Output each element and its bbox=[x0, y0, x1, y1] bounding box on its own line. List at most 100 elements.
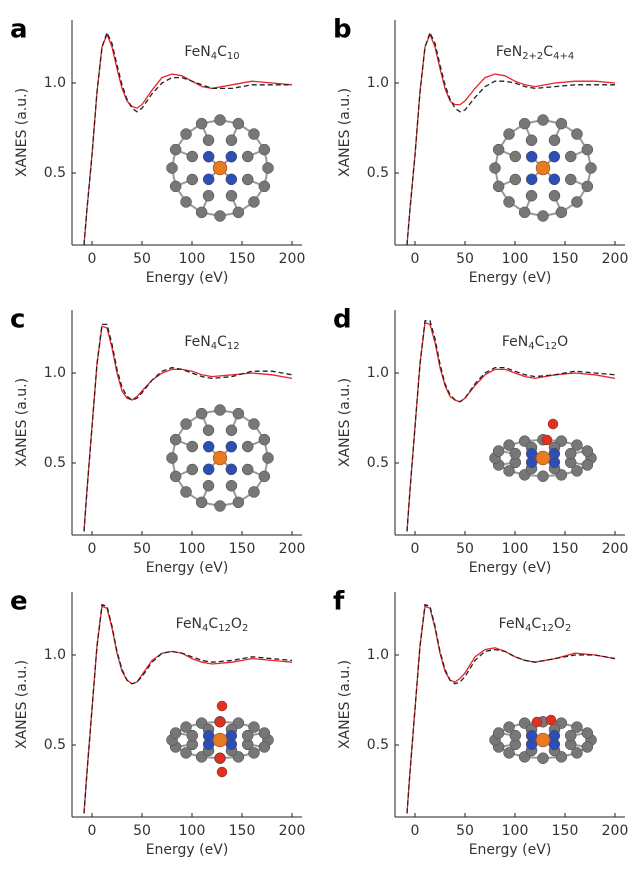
formula-part: FeN bbox=[499, 616, 525, 632]
atom bbox=[203, 190, 214, 201]
x-axis-label: Energy (eV) bbox=[469, 270, 552, 286]
x-tick-label: 50 bbox=[456, 541, 474, 557]
atom bbox=[526, 730, 537, 741]
atom bbox=[242, 151, 253, 162]
atom bbox=[526, 135, 537, 146]
iron-atom bbox=[213, 451, 227, 465]
y-axis-label: XANES (a.u.) bbox=[337, 88, 353, 177]
atom bbox=[167, 453, 178, 464]
x-tick-label: 100 bbox=[502, 251, 529, 267]
atom bbox=[170, 144, 181, 155]
atom bbox=[203, 730, 214, 741]
x-tick-label: 100 bbox=[179, 251, 206, 267]
atom bbox=[233, 497, 244, 508]
atom bbox=[549, 190, 560, 201]
x-axis-label: Energy (eV) bbox=[146, 842, 229, 858]
series-line bbox=[84, 605, 292, 814]
atom bbox=[215, 115, 226, 126]
panel-label: c bbox=[10, 305, 25, 335]
x-tick-label: 50 bbox=[456, 823, 474, 839]
atom bbox=[226, 190, 237, 201]
atom bbox=[215, 211, 226, 222]
atom bbox=[196, 207, 207, 218]
atom bbox=[565, 174, 576, 185]
atom bbox=[549, 448, 560, 459]
atom bbox=[493, 144, 504, 155]
atom bbox=[504, 196, 515, 207]
y-tick-label: 1.0 bbox=[367, 365, 389, 381]
formula-part: 10 bbox=[227, 51, 240, 62]
atom bbox=[226, 730, 237, 741]
formula-part: 2 bbox=[565, 623, 571, 634]
series-line bbox=[84, 34, 292, 245]
x-tick-label: 0 bbox=[88, 823, 97, 839]
x-axis-label: Energy (eV) bbox=[146, 270, 229, 286]
atom bbox=[203, 135, 214, 146]
atom bbox=[549, 174, 560, 185]
formula-part: 2 bbox=[242, 623, 248, 634]
atom bbox=[259, 434, 270, 445]
x-tick-label: 150 bbox=[552, 541, 579, 557]
x-tick-label: 50 bbox=[133, 541, 151, 557]
x-tick-label: 200 bbox=[279, 541, 306, 557]
y-tick-label: 1.0 bbox=[44, 75, 66, 91]
atom bbox=[181, 129, 192, 140]
atom bbox=[196, 497, 207, 508]
y-tick-label: 0.5 bbox=[367, 165, 389, 181]
formula-part: 12 bbox=[218, 623, 231, 634]
formula-label: FeN4C12O2 bbox=[176, 616, 249, 634]
atom bbox=[170, 434, 181, 445]
x-tick-label: 150 bbox=[552, 823, 579, 839]
atom bbox=[248, 129, 259, 140]
x-tick-label: 50 bbox=[133, 823, 151, 839]
x-tick-label: 200 bbox=[602, 251, 629, 267]
x-tick-label: 150 bbox=[552, 251, 579, 267]
formula-label: FeN4C12 bbox=[184, 334, 239, 352]
atom bbox=[259, 741, 270, 752]
atom bbox=[215, 405, 226, 416]
atom bbox=[510, 174, 521, 185]
x-tick-label: 150 bbox=[229, 823, 256, 839]
series-line bbox=[407, 605, 615, 814]
formula-part: FeN bbox=[496, 44, 522, 60]
y-tick-label: 1.0 bbox=[44, 647, 66, 663]
atom bbox=[510, 730, 521, 741]
panel-label: a bbox=[10, 15, 28, 45]
atom bbox=[259, 471, 270, 482]
atom bbox=[526, 174, 537, 185]
x-tick-label: 0 bbox=[411, 251, 420, 267]
atom bbox=[203, 151, 214, 162]
atom bbox=[226, 480, 237, 491]
atom bbox=[526, 190, 537, 201]
series-line bbox=[407, 606, 615, 813]
formula-label: FeN4C12O2 bbox=[499, 616, 572, 634]
atom bbox=[263, 453, 274, 464]
iron-atom bbox=[213, 161, 227, 175]
formula-part: C bbox=[543, 44, 553, 60]
atom bbox=[556, 207, 567, 218]
atom bbox=[187, 174, 198, 185]
formula-part: FeN bbox=[502, 334, 528, 350]
oxygen-atom bbox=[215, 717, 225, 727]
x-axis-label: Energy (eV) bbox=[469, 842, 552, 858]
atom bbox=[526, 151, 537, 162]
x-tick-label: 200 bbox=[602, 541, 629, 557]
panel-label: f bbox=[333, 587, 345, 617]
atom bbox=[242, 441, 253, 452]
atom bbox=[181, 196, 192, 207]
atom bbox=[170, 728, 181, 739]
atom bbox=[582, 728, 593, 739]
atom bbox=[263, 163, 274, 174]
oxygen-atom bbox=[217, 701, 227, 711]
atom bbox=[582, 144, 593, 155]
atom bbox=[203, 464, 214, 475]
atom bbox=[242, 464, 253, 475]
formula-part: O bbox=[554, 616, 565, 632]
y-tick-label: 0.5 bbox=[44, 165, 66, 181]
formula-part: 12 bbox=[544, 341, 557, 352]
formula-label: FeN2+2C4+4 bbox=[496, 44, 574, 62]
atom bbox=[233, 408, 244, 419]
atom bbox=[259, 728, 270, 739]
x-tick-label: 200 bbox=[602, 823, 629, 839]
